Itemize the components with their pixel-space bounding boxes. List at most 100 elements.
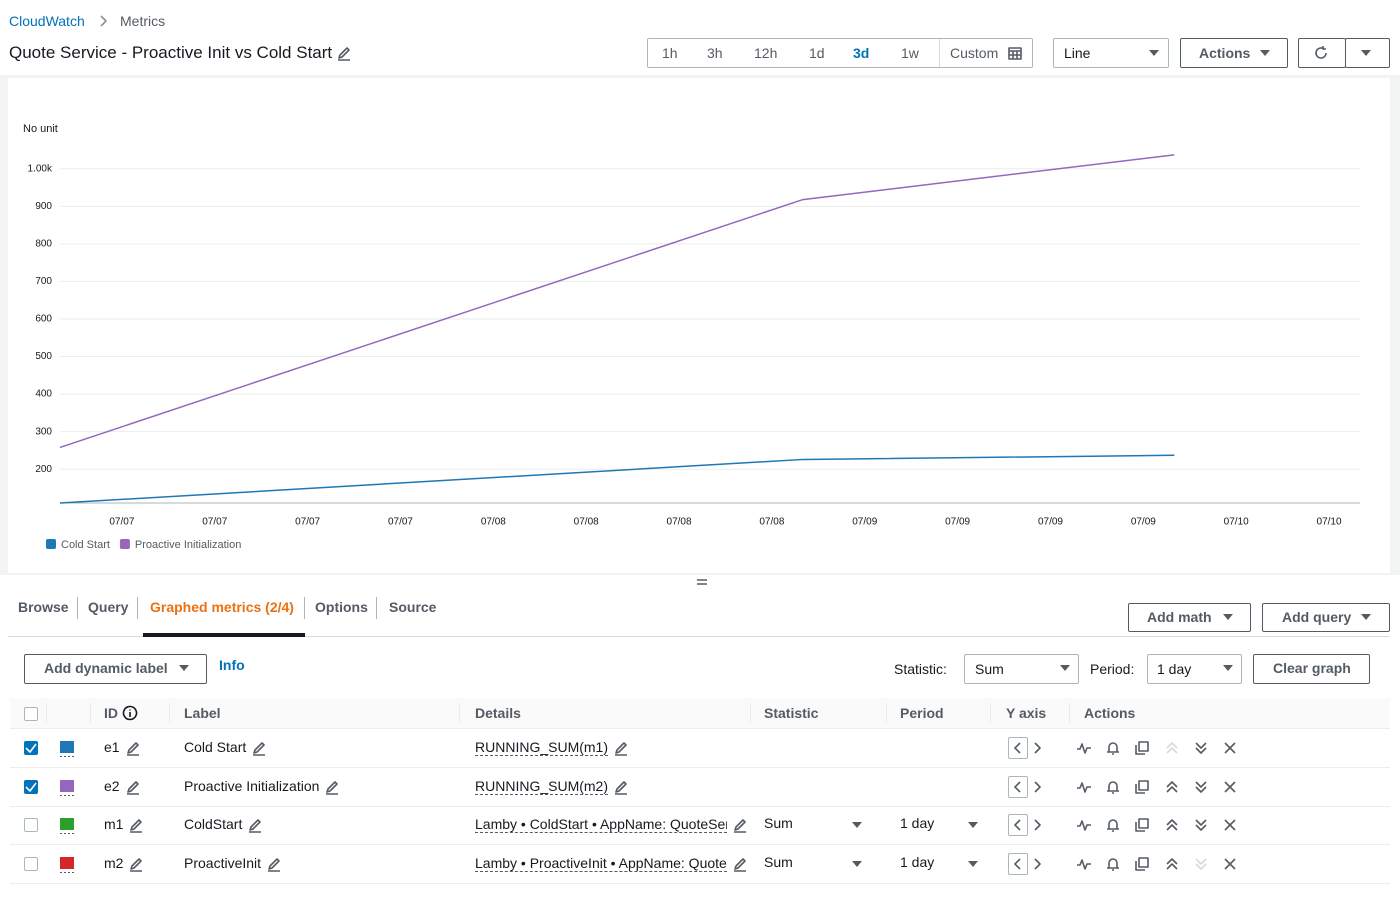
color-swatch[interactable] (60, 780, 74, 795)
duplicate-icon[interactable] (1134, 740, 1150, 756)
y-axis-label: No unit (23, 123, 58, 135)
x-tick-label: 07/09 (945, 517, 970, 528)
legend-label: Cold Start (61, 539, 110, 551)
column-divider (1069, 703, 1070, 723)
clear-graph-label: Clear graph (1273, 660, 1351, 676)
move-up-icon[interactable] (1164, 817, 1180, 833)
time-range-option[interactable]: 3d (853, 45, 869, 61)
edit-id-icon[interactable] (128, 817, 144, 833)
row-period[interactable]: 1 day (900, 854, 934, 870)
select-all-checkbox[interactable] (24, 707, 38, 721)
duplicate-icon[interactable] (1134, 817, 1150, 833)
y-axis-right-icon[interactable] (1029, 817, 1045, 833)
y-axis-right-icon[interactable] (1029, 779, 1045, 795)
tab[interactable]: Graphed metrics (2/4) (150, 599, 294, 615)
edit-id-icon[interactable] (125, 779, 141, 795)
edit-label-icon[interactable] (324, 779, 340, 795)
tab[interactable]: Options (315, 599, 368, 615)
color-swatch[interactable] (60, 818, 74, 833)
edit-details-icon[interactable] (732, 856, 748, 872)
dropdown-arrow (1220, 609, 1236, 625)
dropdown-arrow (965, 856, 981, 872)
edit-details-icon[interactable] (613, 740, 629, 756)
edit-id-icon[interactable] (125, 740, 141, 756)
y-axis-right-icon[interactable] (1029, 740, 1045, 756)
breadcrumb-current: Metrics (120, 13, 165, 29)
duplicate-icon[interactable] (1134, 779, 1150, 795)
column-header: Details (475, 705, 521, 721)
column-divider (90, 703, 91, 723)
duplicate-icon[interactable] (1134, 856, 1150, 872)
column-divider (169, 703, 170, 723)
x-tick-label: 07/07 (109, 517, 134, 528)
actions-button-label: Actions (1199, 45, 1250, 61)
move-up-icon[interactable] (1164, 856, 1180, 872)
edit-label-icon[interactable] (247, 817, 263, 833)
breadcrumb-link[interactable]: CloudWatch (9, 13, 85, 29)
x-tick-label: 07/10 (1224, 517, 1249, 528)
move-down-icon[interactable] (1193, 817, 1209, 833)
edit-label-icon[interactable] (251, 740, 267, 756)
row-statistic[interactable]: Sum (764, 854, 793, 870)
time-range-divider (939, 39, 940, 67)
create-alarm-icon[interactable] (1105, 779, 1121, 795)
metric-details[interactable]: Lamby • ColdStart • AppName: QuoteSer (475, 816, 727, 833)
dropdown-arrow (1257, 45, 1273, 61)
time-range-option[interactable]: Custom (950, 45, 998, 61)
column-divider (46, 703, 47, 723)
remove-icon[interactable] (1222, 856, 1238, 872)
color-swatch[interactable] (60, 741, 74, 756)
view-metric-icon[interactable] (1076, 779, 1092, 795)
edit-title-icon[interactable] (336, 45, 352, 61)
remove-icon[interactable] (1222, 817, 1238, 833)
period-label: Period: (1090, 661, 1134, 677)
row-statistic[interactable]: Sum (764, 815, 793, 831)
edit-details-icon[interactable] (732, 817, 748, 833)
y-axis-left-icon (1010, 856, 1026, 872)
remove-icon[interactable] (1222, 740, 1238, 756)
view-metric-icon[interactable] (1076, 740, 1092, 756)
info-icon[interactable] (122, 705, 138, 721)
tab-divider (304, 597, 305, 619)
time-range-option[interactable]: 3h (707, 45, 723, 61)
row-checkbox[interactable] (24, 818, 38, 832)
metric-details[interactable]: RUNNING_SUM(m2) (475, 778, 608, 795)
tab[interactable]: Browse (18, 599, 69, 615)
time-range-option[interactable]: 1h (662, 45, 678, 61)
metric-details[interactable]: Lamby • ProactiveInit • AppName: Quote! (475, 855, 727, 872)
y-axis-right-icon[interactable] (1029, 856, 1045, 872)
resize-handle (694, 574, 710, 590)
y-tick-label: 1.00k (28, 163, 53, 174)
view-metric-icon[interactable] (1076, 817, 1092, 833)
row-checkbox[interactable] (24, 857, 38, 871)
metric-id: e2 (104, 778, 120, 794)
metric-label: ProactiveInit (184, 855, 261, 871)
legend-label: Proactive Initialization (135, 539, 241, 551)
y-tick-label: 900 (35, 201, 52, 212)
tab[interactable]: Source (389, 599, 436, 615)
time-range-option[interactable]: 1d (809, 45, 825, 61)
dropdown-arrow (1358, 609, 1374, 625)
color-swatch[interactable] (60, 857, 74, 872)
tab[interactable]: Query (88, 599, 128, 615)
row-period[interactable]: 1 day (900, 815, 934, 831)
remove-icon[interactable] (1222, 779, 1238, 795)
edit-id-icon[interactable] (128, 856, 144, 872)
metric-details[interactable]: RUNNING_SUM(m1) (475, 739, 608, 756)
x-tick-label: 07/09 (852, 517, 877, 528)
move-down-icon[interactable] (1193, 779, 1209, 795)
time-range-option[interactable]: 12h (754, 45, 777, 61)
y-tick-label: 700 (35, 276, 52, 287)
color-underline (60, 795, 74, 796)
view-metric-icon[interactable] (1076, 856, 1092, 872)
create-alarm-icon[interactable] (1105, 856, 1121, 872)
y-tick-label: 800 (35, 239, 52, 250)
move-down-icon[interactable] (1193, 740, 1209, 756)
create-alarm-icon[interactable] (1105, 817, 1121, 833)
edit-label-icon[interactable] (266, 856, 282, 872)
move-up-icon[interactable] (1164, 779, 1180, 795)
create-alarm-icon[interactable] (1105, 740, 1121, 756)
info-link[interactable]: Info (219, 657, 245, 673)
edit-details-icon[interactable] (613, 779, 629, 795)
time-range-option[interactable]: 1w (901, 45, 919, 61)
